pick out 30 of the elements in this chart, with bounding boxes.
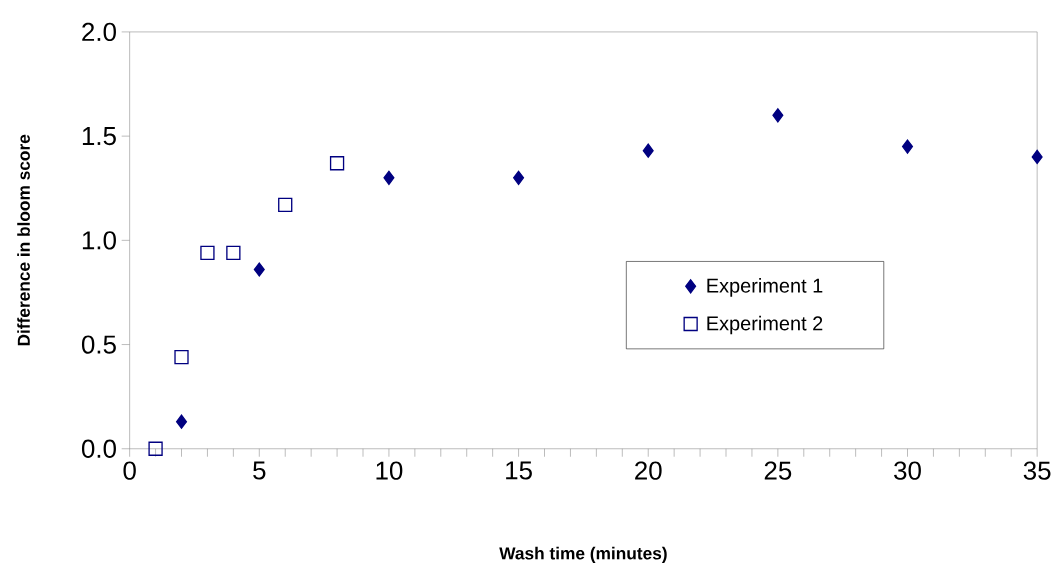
point xyxy=(174,349,189,364)
y-tick-label: 2.0 xyxy=(82,22,116,41)
point xyxy=(148,441,163,456)
y-tick-label: 1.0 xyxy=(82,230,116,250)
x-tick-label: 20 xyxy=(635,461,662,480)
y-tick-label: 0.0 xyxy=(81,439,116,458)
point xyxy=(175,414,188,429)
y-axis-title: Difference in bloom score xyxy=(17,134,30,346)
point xyxy=(642,143,654,158)
x-tick-label: 30 xyxy=(894,461,921,480)
point xyxy=(901,139,914,154)
x-axis-title: Wash time (minutes) xyxy=(499,546,667,563)
legend-label: Experiment 2 xyxy=(707,315,823,335)
point xyxy=(200,245,215,260)
x-tick-label: 35 xyxy=(1023,461,1051,480)
x-tick-label: 10 xyxy=(376,461,403,480)
point xyxy=(772,107,784,123)
x-tick-label: 25 xyxy=(764,461,792,480)
x-tick-label: 5 xyxy=(253,461,266,480)
point xyxy=(226,245,241,260)
x-tick-label: 0 xyxy=(123,461,136,480)
x-tick-label: 15 xyxy=(506,461,532,480)
point xyxy=(513,170,525,185)
point xyxy=(383,170,395,185)
legend-label: Experiment 1 xyxy=(707,277,823,297)
y-tick-label: 1.5 xyxy=(82,126,116,145)
y-tick-label: 0.5 xyxy=(81,335,116,354)
point xyxy=(278,197,293,212)
point xyxy=(253,262,265,277)
point xyxy=(329,155,345,171)
